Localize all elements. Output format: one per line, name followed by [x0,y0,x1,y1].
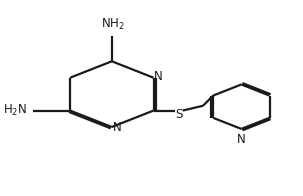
Text: NH$_2$: NH$_2$ [101,17,125,32]
Text: N: N [237,133,246,146]
Text: N: N [154,70,163,83]
Text: H$_2$N: H$_2$N [3,103,27,118]
Text: S: S [176,108,183,121]
Text: N: N [112,122,121,134]
